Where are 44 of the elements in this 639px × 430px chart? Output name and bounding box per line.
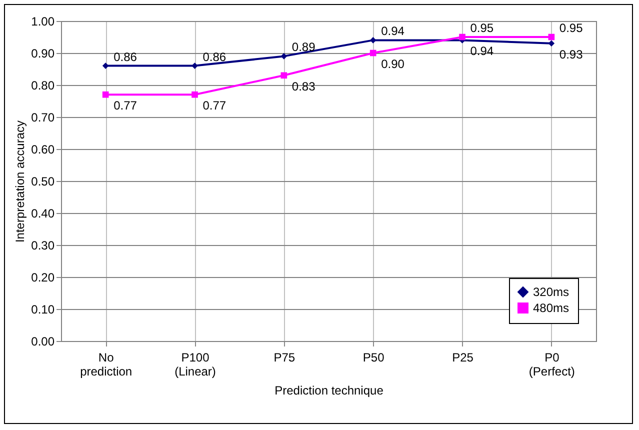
data-label: 0.77: [114, 98, 138, 113]
y-axis-title: Interpretation accuracy: [13, 120, 28, 243]
y-tick-label: 0.50: [31, 174, 55, 188]
point: [370, 50, 376, 56]
y-tick-label: 1.00: [31, 14, 55, 28]
y-tick-label: 0.40: [31, 206, 55, 220]
point: [548, 34, 555, 40]
x-tick-label: P75: [274, 350, 296, 364]
point: [192, 91, 198, 98]
y-tick-label: 0.90: [31, 46, 55, 60]
point: [459, 34, 466, 40]
x-tick-label: P100 (Linear): [174, 350, 216, 378]
y-tick-label: 0.10: [31, 302, 55, 316]
point: [102, 62, 109, 69]
data-label: 0.89: [292, 40, 316, 54]
y-tick-label: 0.70: [31, 110, 55, 124]
data-label: 0.90: [381, 57, 405, 71]
y-tick-label: 0.20: [31, 270, 55, 284]
point: [370, 37, 376, 44]
point: [102, 91, 109, 98]
data-label: 0.77: [202, 98, 226, 113]
x-tick-label: P0 (Perfect): [528, 350, 575, 378]
point: [548, 40, 555, 47]
data-label: 0.86: [202, 50, 226, 64]
data-label: 0.94: [381, 24, 405, 38]
point: [192, 62, 198, 69]
data-label: 0.83: [292, 79, 316, 94]
point: [280, 72, 288, 79]
x-axis-title: Prediction technique: [274, 384, 384, 398]
data-label: 0.95: [470, 21, 494, 35]
legend-label: 320ms: [533, 285, 570, 299]
point: [280, 53, 288, 60]
x-tick-label: P25: [452, 350, 474, 364]
data-label: 0.95: [559, 21, 584, 35]
x-tick-label: P50: [362, 350, 385, 364]
y-tick-label: 0.60: [31, 142, 55, 156]
data-label: 0.86: [114, 50, 138, 64]
x-tick-label: No prediction: [80, 350, 132, 378]
y-tick-label: 0.30: [31, 238, 55, 252]
data-label: 0.94: [470, 44, 494, 58]
data-label: 0.93: [559, 47, 584, 62]
y-tick-label: 0.80: [31, 78, 55, 92]
y-tick-label: 0.00: [31, 334, 55, 348]
legend-label: 480ms: [533, 301, 570, 315]
